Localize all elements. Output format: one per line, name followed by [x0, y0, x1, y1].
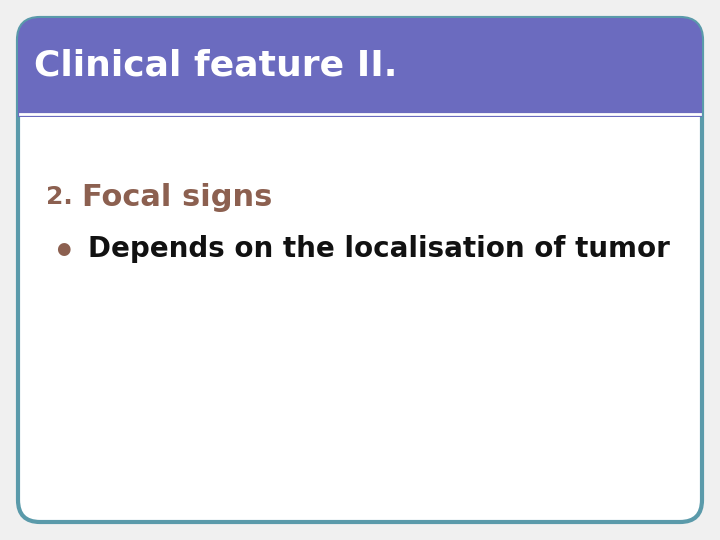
- Text: ●: ●: [56, 240, 71, 258]
- Text: Focal signs: Focal signs: [82, 183, 272, 212]
- Text: Clinical feature II.: Clinical feature II.: [34, 49, 397, 83]
- Bar: [18, 95, 702, 117]
- FancyBboxPatch shape: [18, 18, 702, 522]
- Text: Depends on the localisation of tumor: Depends on the localisation of tumor: [88, 235, 670, 263]
- FancyBboxPatch shape: [18, 18, 702, 117]
- Text: 2.: 2.: [46, 185, 73, 209]
